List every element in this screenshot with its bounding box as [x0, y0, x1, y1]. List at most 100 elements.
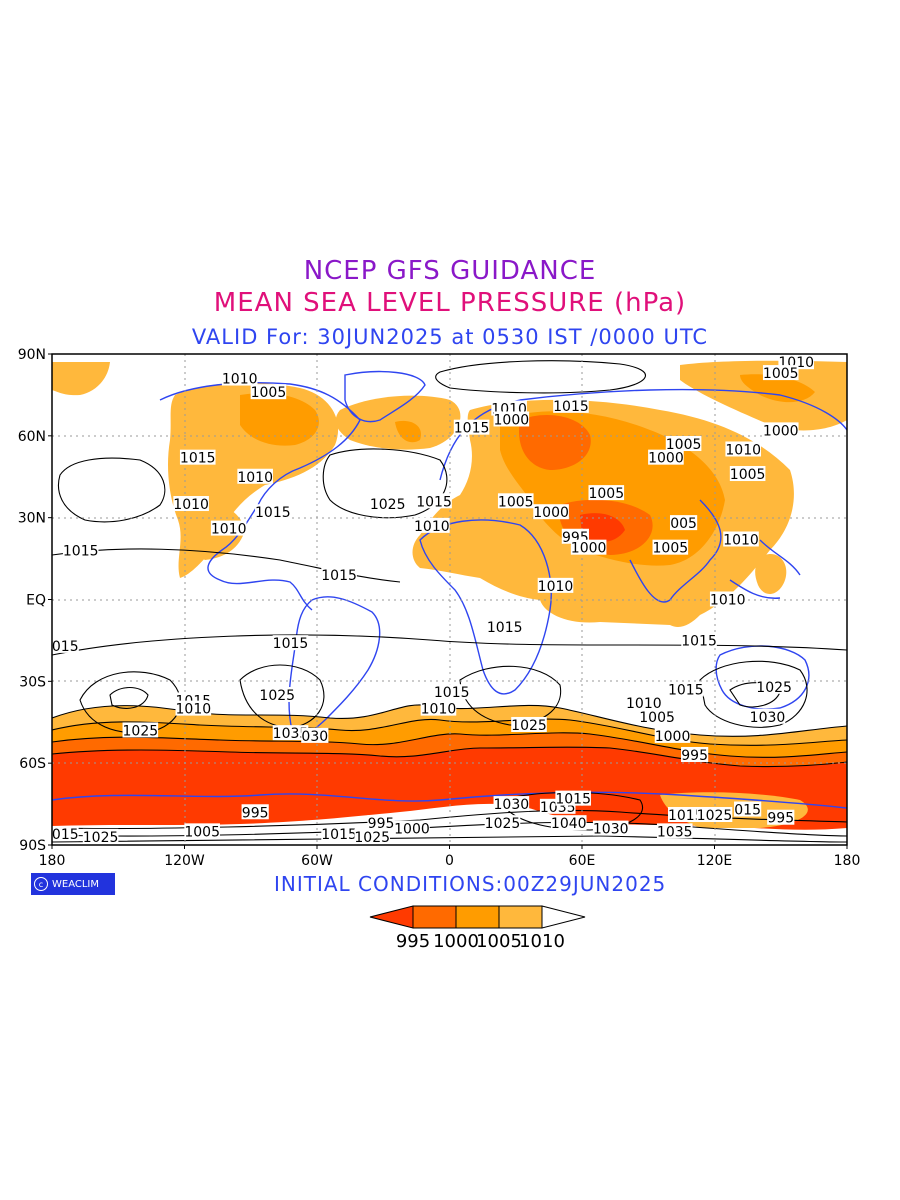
contour-label-bg — [493, 796, 530, 812]
coast-se-asia — [729, 539, 801, 599]
contour-label: 1015 — [416, 494, 452, 510]
contour-label: 1000 — [571, 541, 607, 557]
weaclim-logo: c WEACLIM — [31, 873, 115, 895]
contour-label-bg — [173, 496, 209, 512]
coast-africa — [419, 519, 552, 695]
contour-label: 1025 — [485, 816, 521, 832]
colorbar-swatch — [412, 905, 457, 929]
coast-greenland — [344, 370, 426, 423]
contour-label: 1015 — [180, 451, 216, 467]
contour-label-bg — [241, 804, 269, 820]
contour-label-bg — [255, 504, 291, 520]
contour-label-bg — [122, 722, 159, 738]
contour-label: 015 — [734, 803, 761, 819]
colorbar-label: 1010 — [519, 931, 565, 952]
lon-tick-label: 120E — [697, 853, 733, 869]
contour-label-bg — [667, 681, 704, 697]
contour-label-bg — [639, 708, 675, 724]
contour-label: 1015 — [681, 633, 717, 649]
lat-tick-label: 90N — [18, 347, 46, 363]
isobar-sh-1005 — [52, 718, 847, 746]
lon-tick-label: 60E — [569, 853, 596, 869]
contour-label-bg — [493, 411, 530, 427]
contour-label: 1005 — [498, 494, 534, 510]
contour-label: 1010 — [237, 470, 273, 486]
contour-label-bg — [414, 517, 450, 533]
contour-label: 1005 — [730, 467, 766, 483]
contour-label: 1025 — [370, 497, 406, 513]
contour-label: 1025 — [511, 718, 547, 734]
isobar-pacific-high — [58, 457, 166, 523]
contour-label-bg — [354, 828, 391, 844]
contour-label-bg — [667, 806, 704, 822]
lat-tick-label: 30S — [19, 674, 46, 690]
contour-label: 1025 — [756, 680, 792, 696]
contour-label: 1005 — [653, 541, 689, 557]
contour-label: 1005 — [588, 486, 624, 502]
contour-label-bg — [175, 700, 212, 716]
title-line-1: NCEP GFS GUIDANCE — [303, 256, 597, 286]
colorbar-swatch — [541, 905, 586, 929]
contour-label: 1000 — [494, 412, 530, 428]
contour-label-bg — [709, 591, 746, 607]
contour-label: 005 — [670, 516, 697, 532]
eurasia-1000 — [519, 415, 591, 470]
contour-label-bg — [555, 790, 591, 806]
coast-south-america — [288, 596, 381, 736]
colorbar-label: 1005 — [476, 931, 522, 952]
contour-label-bg — [537, 577, 574, 593]
contour-label-bg — [762, 422, 799, 438]
contour-label-bg — [729, 466, 766, 482]
contour-label-bg — [272, 635, 309, 651]
contour-label: 1010 — [211, 522, 247, 538]
copyright-icon: c — [34, 877, 48, 891]
contour-label: 1010 — [421, 702, 457, 718]
contour-label: 1015 — [63, 543, 99, 559]
contour-label-bg — [681, 632, 717, 648]
contour-label-bg — [648, 449, 684, 465]
isobar-sh-high-pacific-inner — [109, 686, 149, 709]
contour-label: 1000 — [655, 729, 691, 745]
arctic-fill-east-1005 — [740, 374, 815, 403]
isobar-sh-high-andes — [239, 664, 325, 729]
contour-label: 1030 — [494, 797, 530, 813]
contour-label: 1015 — [555, 792, 591, 808]
contour-label: 1015 — [454, 421, 490, 437]
contour-label: 1040 — [551, 816, 587, 832]
contour-label-bg — [250, 384, 287, 400]
contour-label-bg — [654, 727, 691, 743]
lon-tick-label: 0 — [445, 853, 454, 869]
logo-text: WEACLIM — [52, 878, 100, 890]
lon-tick-label: 60W — [301, 853, 333, 869]
na-trough-1005 — [240, 393, 319, 446]
isobar-arctic-high — [435, 360, 646, 394]
contour-label-bg — [367, 815, 395, 831]
contour-label-bg — [184, 823, 220, 839]
contour-label-bg — [570, 539, 607, 555]
isobar-sh-high-australia — [699, 660, 808, 728]
lat-tick-label: EQ — [26, 593, 46, 609]
contour-label: 1000 — [763, 423, 799, 439]
isobar-atlantic-high — [322, 448, 448, 519]
contour-label: 1025 — [123, 723, 159, 739]
contour-label: 1015 — [321, 827, 357, 843]
isobar-sh-high-indian — [459, 665, 562, 726]
north-atlantic-low-1005 — [395, 420, 421, 443]
contour-label-bg — [749, 708, 786, 724]
contour-label-bg — [210, 520, 247, 536]
contour-label-bg — [272, 725, 309, 741]
contour-label-bg — [394, 820, 430, 836]
colorbar-swatch — [369, 905, 414, 929]
contour-label-bg — [665, 436, 702, 452]
lon-tick-label: 120W — [164, 853, 205, 869]
contour-label-bg — [301, 727, 329, 743]
contour-label-bg — [588, 485, 625, 501]
isobar-sh-1000 — [52, 732, 847, 758]
colorbar-label: 995 — [396, 931, 430, 952]
contour-label-bg — [652, 539, 689, 555]
contour-label-bg — [767, 809, 795, 825]
lat-tick-label: 90S — [19, 838, 46, 854]
colorbar-swatch — [498, 905, 543, 929]
arctic-fill — [52, 362, 110, 396]
